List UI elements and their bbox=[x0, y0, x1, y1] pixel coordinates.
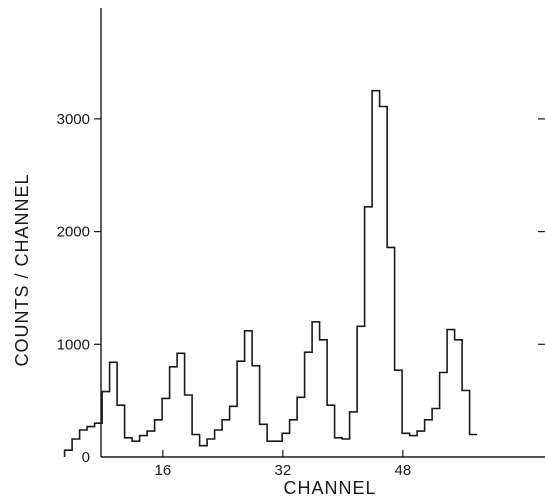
y-tick-label: 0 bbox=[82, 449, 90, 466]
x-tick-label: 48 bbox=[395, 462, 412, 479]
x-tick-label: 32 bbox=[275, 462, 292, 479]
tick-group: 0 1000 2000 3000 16 32 48 bbox=[57, 111, 545, 479]
y-axis-title: COUNTS / CHANNEL bbox=[12, 173, 32, 366]
x-axis-title: CHANNEL bbox=[283, 478, 376, 498]
series-0-step-line bbox=[63, 89, 478, 457]
x-tick-label: 16 bbox=[155, 462, 172, 479]
y-tick-label: 2000 bbox=[57, 224, 90, 241]
axes bbox=[100, 8, 545, 458]
y-tick-label: 3000 bbox=[57, 111, 90, 128]
y-tick-label: 1000 bbox=[57, 336, 90, 353]
